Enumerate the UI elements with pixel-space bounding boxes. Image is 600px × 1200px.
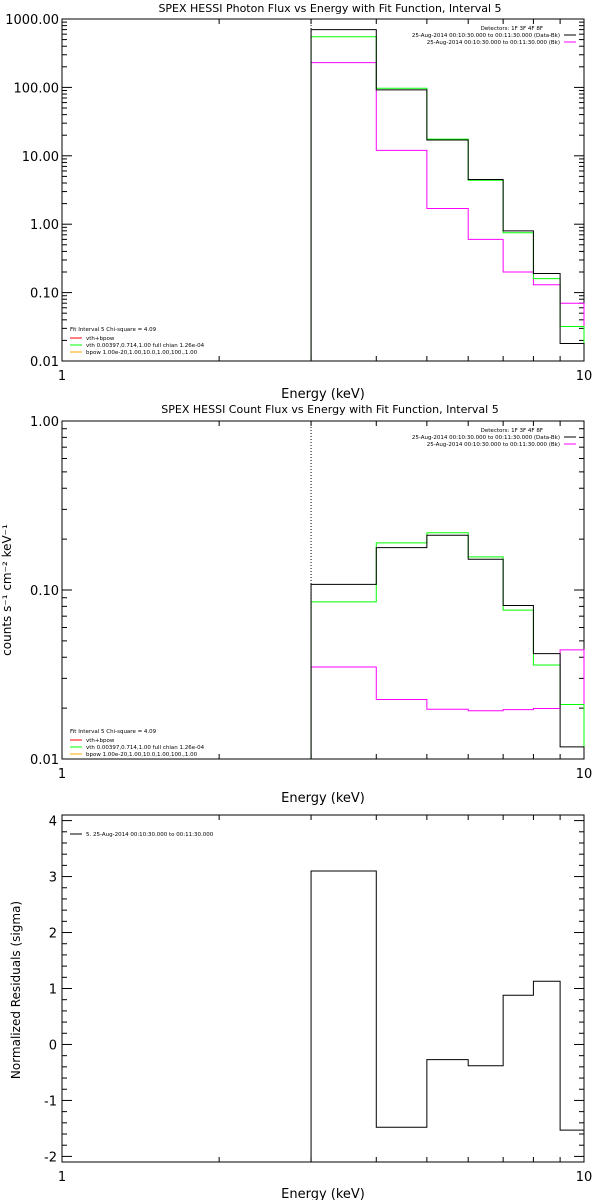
y-tick-label: 1.00: [30, 415, 59, 430]
photon-axes: 1 10 0.01 0.10 1.00 10.00 100.00 1000.00: [5, 13, 592, 384]
y-tick-label: 10.00: [22, 150, 59, 165]
x-tick-label: 10: [576, 369, 593, 384]
count-fit-chi-square: Fit Interval 5 Chi-square = 4.09: [70, 729, 157, 735]
photon-x-axis-label: Energy (keV): [281, 387, 365, 402]
photon-fit-legend: Fit Interval 5 Chi-square = 4.09 vth+bpo…: [70, 327, 205, 356]
y-tick-label: 3: [49, 871, 57, 886]
photon-legend-data-interval: 25-Aug-2014 00:10:30.000 to 00:11:30.000…: [412, 33, 560, 39]
x-tick-label: 1: [58, 369, 66, 384]
count-legend: Detectors: 1F 3F 4F 8F 25-Aug-2014 00:10…: [412, 428, 576, 448]
photon-legend-detectors: Detectors: 1F 3F 4F 8F: [481, 26, 543, 32]
count-legend-detectors: Detectors: 1F 3F 4F 8F: [481, 428, 543, 434]
series-line-vth-bpow: [310, 532, 585, 759]
photon-chart-title: SPEX HESSI Photon Flux vs Energy with Fi…: [158, 2, 501, 15]
y-tick-label: 1: [49, 983, 57, 998]
count-chart-title: SPEX HESSI Count Flux vs Energy with Fit…: [161, 403, 498, 416]
residuals-series: [310, 870, 585, 1162]
residuals-legend-label: 5. 25-Aug-2014 00:10:30.000 to 00:11:30.…: [86, 832, 214, 838]
count-fit-vth: vth 0.00397,0.714,1.00 full chian 1.26e-…: [86, 745, 205, 751]
count-plot-frame: [61, 420, 585, 760]
residuals-panel: 1 10 -2 -1 0 1 2 3 4 Energy (keV) Normalized Res…: [9, 814, 592, 1200]
x-tick-label: 1: [58, 767, 66, 782]
photon-plot-frame: [61, 18, 585, 362]
x-tick-label: 1: [58, 1170, 66, 1185]
photon-fit-bpow: bpow 1.00e-20,1.00,10.0,1.00,100.,1.00: [86, 350, 198, 356]
y-tick-label: -1: [44, 1094, 57, 1109]
photon-fit-function: vth+bpow: [86, 336, 115, 342]
residuals-x-axis-label: Energy (keV): [281, 1187, 365, 1200]
photon-fit-chi-square: Fit Interval 5 Chi-square = 4.09: [70, 327, 157, 333]
y-tick-label: 2: [49, 927, 57, 942]
x-tick-label: 10: [576, 1170, 593, 1185]
series-line-5-25-aug-2014-00-10-30-000-to-00-11-30-000: [310, 870, 585, 1162]
x-tick-label: 10: [576, 767, 593, 782]
count-fit-legend: Fit Interval 5 Chi-square = 4.09 vth+bpo…: [70, 729, 205, 758]
residuals-y-axis-label: Normalized Residuals (sigma): [9, 901, 23, 1079]
photon-flux-panel: SPEX HESSI Photon Flux vs Energy with Fi…: [5, 2, 592, 402]
count-y-axis-label: counts s⁻¹ cm⁻² keV⁻¹: [0, 524, 14, 656]
series-line-data-bk: [310, 29, 585, 361]
count-series: [310, 421, 585, 759]
y-tick-label: 0.01: [30, 753, 59, 768]
photon-legend-bk-interval: 25-Aug-2014 00:10:30.000 to 00:11:30.000…: [427, 40, 560, 46]
y-tick-label: 0: [49, 1038, 57, 1053]
series-line-bk: [310, 62, 585, 361]
residuals-axes: 1 10 -2 -1 0 1 2 3 4: [44, 815, 592, 1185]
residuals-legend: 5. 25-Aug-2014 00:10:30.000 to 00:11:30.…: [70, 832, 214, 838]
y-tick-label: 100.00: [14, 81, 60, 96]
y-tick-label: 0.10: [30, 287, 59, 302]
count-fit-function: vth+bpow: [86, 738, 115, 744]
y-tick-label: -2: [44, 1150, 57, 1165]
y-tick-label: 1.00: [30, 218, 59, 233]
y-tick-label: 1000.00: [5, 13, 59, 28]
series-line-data-bk: [310, 534, 585, 759]
y-tick-label: 4: [49, 815, 57, 830]
y-tick-label: 0.10: [30, 584, 59, 599]
photon-legend: Detectors: 1F 3F 4F 8F 25-Aug-2014 00:10…: [412, 26, 576, 46]
photon-series: [310, 19, 585, 361]
residuals-plot-frame: [61, 814, 585, 1163]
y-tick-label: 0.01: [30, 355, 59, 370]
series-line-bk: [310, 649, 585, 759]
count-legend-bk-interval: 25-Aug-2014 00:10:30.000 to 00:11:30.000…: [427, 442, 560, 448]
count-axes: 1 10 0.01 0.10 1.00: [30, 415, 592, 782]
photon-fit-vth: vth 0.00397,0.714,1.00 full chian 1.26e-…: [86, 343, 205, 349]
count-fit-bpow: bpow 1.00e-20,1.00,10.0,1.00,100.,1.00: [86, 752, 198, 758]
count-x-axis-label: Energy (keV): [281, 791, 365, 806]
count-flux-panel: SPEX HESSI Count Flux vs Energy with Fit…: [0, 403, 592, 806]
series-line-vth-bpow: [310, 36, 585, 361]
count-legend-data-interval: 25-Aug-2014 00:10:30.000 to 00:11:30.000…: [412, 435, 560, 441]
